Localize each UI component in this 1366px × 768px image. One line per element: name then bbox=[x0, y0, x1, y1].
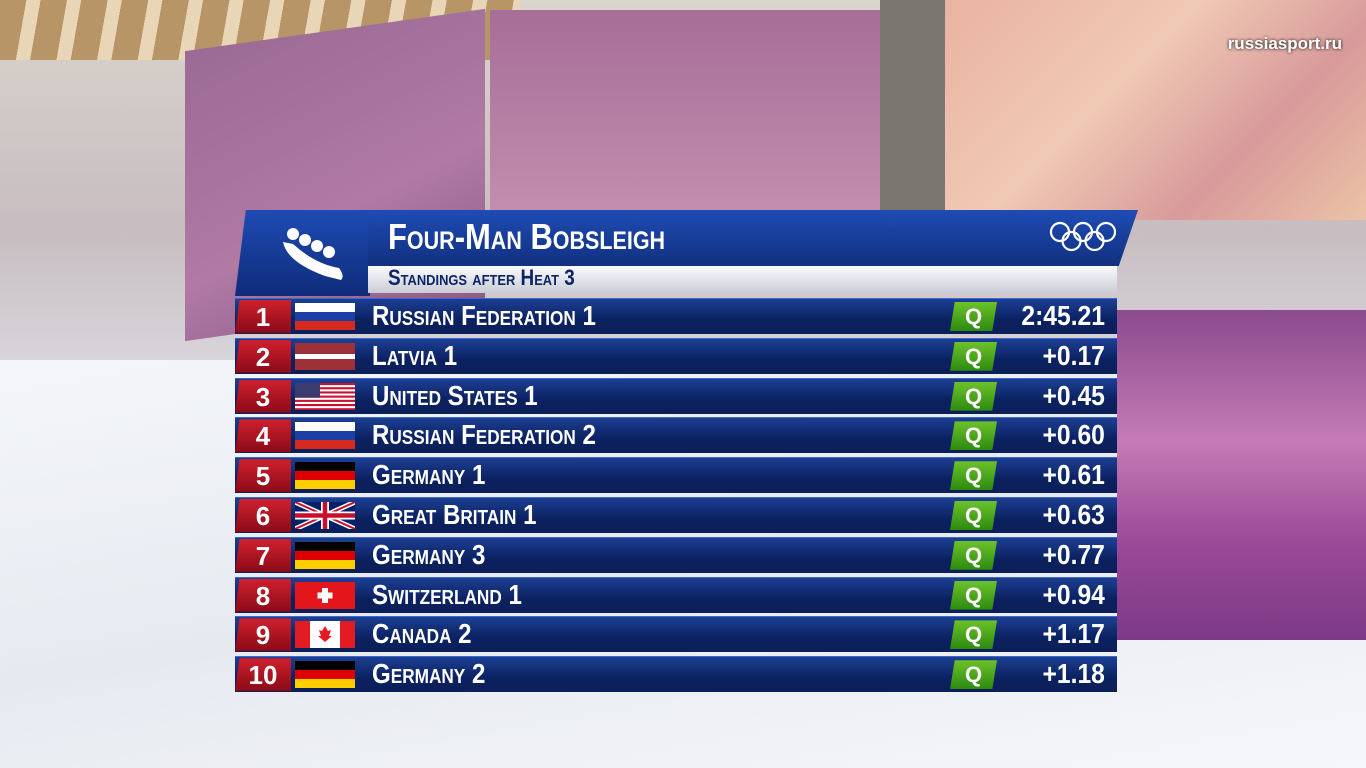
team-name: Germany 2 bbox=[372, 658, 486, 690]
time: +1.17 bbox=[1042, 618, 1105, 650]
flag bbox=[295, 661, 355, 688]
rank: 3 bbox=[235, 379, 291, 413]
table-row: 7 Germany 3 Q +0.77 bbox=[235, 536, 1117, 573]
flag bbox=[295, 422, 355, 449]
watermark: russiasport.ru bbox=[1227, 34, 1342, 53]
flag bbox=[295, 542, 355, 569]
title: Four-Man Bobsleigh bbox=[388, 216, 666, 257]
time: 2:45.21 bbox=[1021, 300, 1105, 331]
olympic-rings bbox=[1049, 221, 1117, 252]
team-name: Latvia 1 bbox=[372, 339, 458, 371]
flag bbox=[295, 303, 355, 330]
table-row: 5 Germany 1 Q +0.61 bbox=[235, 457, 1117, 494]
table-row: 8 Switzerland 1 Q +0.94 bbox=[235, 576, 1117, 613]
decor-wall bbox=[945, 0, 1366, 220]
team-name: Great Britain 1 bbox=[372, 499, 537, 530]
team-name: Russian Federation 1 bbox=[372, 300, 596, 331]
rank: 8 bbox=[235, 578, 291, 612]
table-row: 1 Russian Federation 1 Q 2:45.21 bbox=[235, 298, 1117, 334]
time: +0.77 bbox=[1042, 538, 1105, 570]
rank: 2 bbox=[235, 339, 291, 373]
flag bbox=[295, 502, 355, 529]
table-row: 9 Canada 2 Q +1.17 bbox=[235, 616, 1117, 653]
team-name: Russian Federation 2 bbox=[372, 419, 596, 451]
rank: 1 bbox=[235, 300, 291, 333]
qualified-badge: Q bbox=[950, 501, 997, 530]
team-name: United States 1 bbox=[372, 379, 538, 411]
team-name: Switzerland 1 bbox=[372, 578, 522, 610]
subtitle-bar bbox=[368, 266, 1117, 293]
table-row: 3 United States 1 Q +0.45 bbox=[235, 377, 1117, 414]
flag bbox=[295, 343, 355, 370]
qualified-badge: Q bbox=[950, 381, 997, 411]
time: +0.94 bbox=[1042, 578, 1105, 610]
table-row: 6 Great Britain 1 Q +0.63 bbox=[235, 497, 1117, 533]
flag bbox=[295, 621, 355, 648]
rank: 5 bbox=[235, 459, 291, 493]
team-name: Canada 2 bbox=[372, 618, 472, 650]
bobsleigh-icon bbox=[283, 228, 343, 280]
qualified-badge: Q bbox=[950, 302, 997, 331]
track-wall bbox=[1117, 310, 1366, 640]
subtitle: Standings after Heat 3 bbox=[388, 265, 575, 290]
time: +0.45 bbox=[1042, 379, 1105, 411]
time: +0.17 bbox=[1042, 339, 1105, 371]
rank: 7 bbox=[235, 538, 291, 572]
pillar bbox=[880, 0, 945, 220]
team-name: Germany 3 bbox=[372, 538, 486, 570]
qualified-badge: Q bbox=[950, 461, 997, 491]
qualified-badge: Q bbox=[950, 540, 997, 570]
time: +0.61 bbox=[1042, 459, 1105, 491]
rank: 9 bbox=[235, 618, 291, 652]
sport-logo bbox=[235, 210, 370, 296]
team-name: Germany 1 bbox=[372, 459, 486, 491]
qualified-badge: Q bbox=[950, 620, 997, 650]
table-row: 10 Germany 2 Q +1.18 bbox=[235, 656, 1117, 693]
banner bbox=[490, 10, 890, 210]
time: +1.18 bbox=[1042, 658, 1105, 690]
flag bbox=[295, 383, 355, 410]
rank: 10 bbox=[235, 658, 291, 692]
rank: 4 bbox=[235, 419, 291, 453]
table-row: 2 Latvia 1 Q +0.17 bbox=[235, 337, 1117, 374]
qualified-badge: Q bbox=[950, 421, 997, 451]
time: +0.63 bbox=[1042, 499, 1105, 530]
time: +0.60 bbox=[1042, 419, 1105, 451]
flag bbox=[295, 582, 355, 609]
qualified-badge: Q bbox=[950, 341, 997, 371]
qualified-badge: Q bbox=[950, 580, 997, 610]
table-row: 4 Russian Federation 2 Q +0.60 bbox=[235, 417, 1117, 454]
header-bar bbox=[368, 210, 1138, 266]
qualified-badge: Q bbox=[950, 660, 997, 690]
flag bbox=[295, 462, 355, 489]
rank: 6 bbox=[235, 499, 291, 532]
